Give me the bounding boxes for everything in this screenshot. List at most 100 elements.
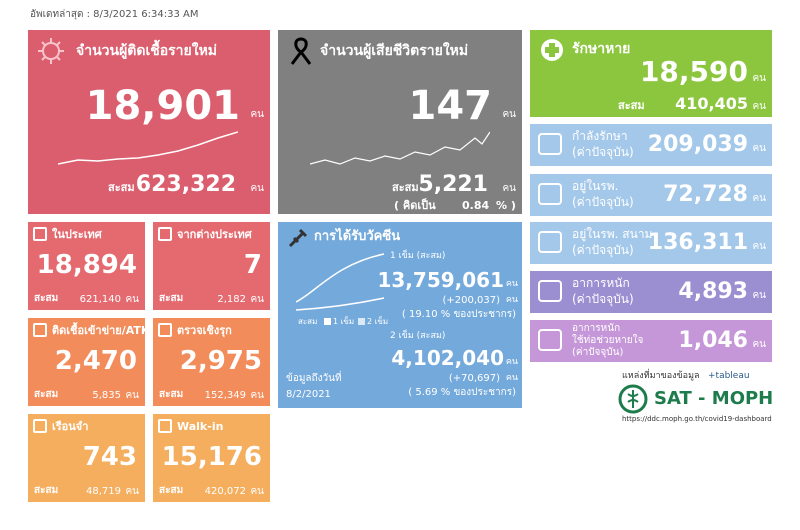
total-label: สะสม	[159, 293, 184, 304]
virus-icon	[38, 38, 64, 64]
vaccine-sparklines	[296, 253, 385, 311]
status-icon	[538, 133, 562, 155]
sub-icon	[158, 227, 172, 241]
status-icon	[538, 183, 562, 205]
total-label: สะสม	[108, 181, 135, 194]
unit: คน	[752, 101, 766, 112]
sub-icon	[33, 323, 47, 337]
total-label: สะสม	[34, 293, 59, 304]
unit: คน	[502, 109, 516, 120]
dose1-label: 1 เข็ม (สะสม)	[390, 251, 446, 261]
sub-icon	[33, 419, 47, 433]
status-title: อาการหนัก	[572, 323, 621, 334]
sub-card: ในประเทศ 18,894 สะสม 621,140 คน	[28, 222, 145, 310]
legend-swatch	[358, 318, 365, 325]
ribbon-icon	[290, 37, 312, 65]
status-card: อาการหนัก ใช้ท่อช่วยหายใจ (ค่าปัจจุบัน) 1,0…	[530, 320, 772, 362]
legend-label: 1 เข็ม	[333, 317, 355, 326]
status-value: 72,728	[663, 182, 748, 207]
updated: อัพเดทล่าสุด : 8/3/2021 6:34:33 AM	[30, 9, 199, 20]
sub-card: เรือนจำ 743 สะสม 48,719 คน	[28, 414, 145, 502]
unit: คน	[505, 295, 518, 305]
status-title: (ค่าปัจจุบัน)	[572, 145, 634, 159]
sparkline	[58, 131, 238, 165]
sub-value: 15,176	[161, 442, 262, 472]
status-value: 1,046	[678, 328, 748, 353]
value: 18,590	[639, 55, 748, 88]
status-title: (ค่าปัจจุบัน)	[572, 243, 634, 257]
status-title: อยู่ในรพ. สนาม	[572, 227, 653, 241]
dose2-new: (+70,697)	[448, 373, 500, 384]
status-card: อาการหนัก (ค่าปัจจุบัน) 4,893 คน	[530, 271, 772, 313]
sub-card: ตรวจเชิงรุก 2,975 สะสม 152,349 คน	[153, 318, 270, 406]
status-title: อยู่ในรพ.	[572, 179, 619, 193]
dose2: 4,102,040	[391, 346, 504, 370]
moph-logo	[618, 384, 648, 414]
total-label: สะสม	[159, 485, 184, 496]
sub-card: จากต่างประเทศ 7 สะสม 2,182 คน	[153, 222, 270, 310]
status-title: (ค่าปัจจุบัน)	[572, 347, 624, 358]
unit: คน	[505, 279, 518, 289]
sub-value: 743	[82, 442, 137, 472]
value: 147	[408, 83, 493, 129]
sub-title: Walk-in	[177, 420, 224, 433]
status-card: อยู่ในรพ. สนาม (ค่าปัจจุบัน) 136,311 คน	[530, 222, 772, 264]
sub-total: 621,140	[79, 294, 121, 305]
status-title: กำลังรักษา	[572, 129, 628, 143]
dose1-pct: ( 19.10 % ของประชากร)	[401, 309, 516, 320]
title: การได้รับวัคซีน	[314, 229, 401, 244]
sub-total: 152,349	[204, 390, 246, 401]
sub-total: 420,072	[204, 486, 246, 497]
sub-title: ติดเชื้อเข้าข่าย/ATK	[52, 324, 145, 337]
sub-total: 5,835	[92, 390, 121, 401]
status-title: ใช้ท่อช่วยหายใจ	[572, 335, 644, 346]
tableau: +tableau	[708, 371, 750, 381]
value: 18,901	[85, 83, 240, 129]
unit: คน	[752, 290, 766, 301]
percent-close: % )	[496, 199, 516, 212]
status-icon	[538, 231, 562, 253]
legend-swatch	[324, 318, 331, 325]
status-title: (ค่าปัจจุบัน)	[572, 195, 634, 209]
new-cases-card: จำนวนผู้ติดเชื้อรายใหม่ 18,901 คน สะสม 6…	[28, 30, 270, 214]
status-title: (ค่าปัจจุบัน)	[572, 292, 634, 306]
percent: 0.84	[462, 199, 490, 212]
dose1-new: (+200,037)	[442, 295, 500, 306]
cross-icon	[541, 39, 563, 61]
sub-title: ตรวจเชิงรุก	[177, 324, 232, 337]
unit: คน	[125, 486, 139, 497]
unit: คน	[752, 193, 766, 204]
status-value: 209,039	[647, 132, 748, 157]
unit: คน	[752, 73, 766, 84]
total-label: สะสม	[392, 181, 419, 194]
unit: คน	[502, 183, 516, 194]
deaths-card: จำนวนผู้เสียชีวิตรายใหม่ 147 คน สะสม 5,2…	[278, 30, 522, 214]
legend-label: สะสม	[298, 317, 318, 326]
unit: คน	[752, 143, 766, 154]
percent-open: ( คิดเป็น	[394, 199, 436, 212]
unit: คน	[752, 339, 766, 350]
sub-title: ในประเทศ	[52, 228, 102, 241]
unit: คน	[505, 357, 518, 367]
title: จำนวนผู้ติดเชื้อรายใหม่	[76, 43, 218, 59]
total-label: สะสม	[159, 389, 184, 400]
total-label: สะสม	[618, 99, 645, 112]
sub-total: 48,719	[86, 486, 121, 497]
sub-icon	[33, 227, 47, 241]
unit: คน	[250, 183, 264, 194]
sparkline	[310, 131, 490, 165]
dose1: 13,759,061	[377, 268, 504, 292]
unit: คน	[250, 486, 264, 497]
sub-card: ติดเชื้อเข้าข่าย/ATK 2,470 สะสม 5,835 คน	[28, 318, 145, 406]
status-value: 4,893	[678, 279, 748, 304]
source-url: https://ddc.moph.go.th/covid19-dashboard	[622, 415, 772, 423]
sub-value: 18,894	[36, 250, 137, 280]
sub-title: เรือนจำ	[52, 420, 89, 433]
date: 8/2/2021	[286, 389, 331, 400]
sub-icon	[158, 323, 172, 337]
status-icon	[538, 329, 562, 351]
sub-value: 2,975	[179, 346, 262, 376]
unit: คน	[250, 109, 264, 120]
total: 5,221	[418, 172, 488, 197]
